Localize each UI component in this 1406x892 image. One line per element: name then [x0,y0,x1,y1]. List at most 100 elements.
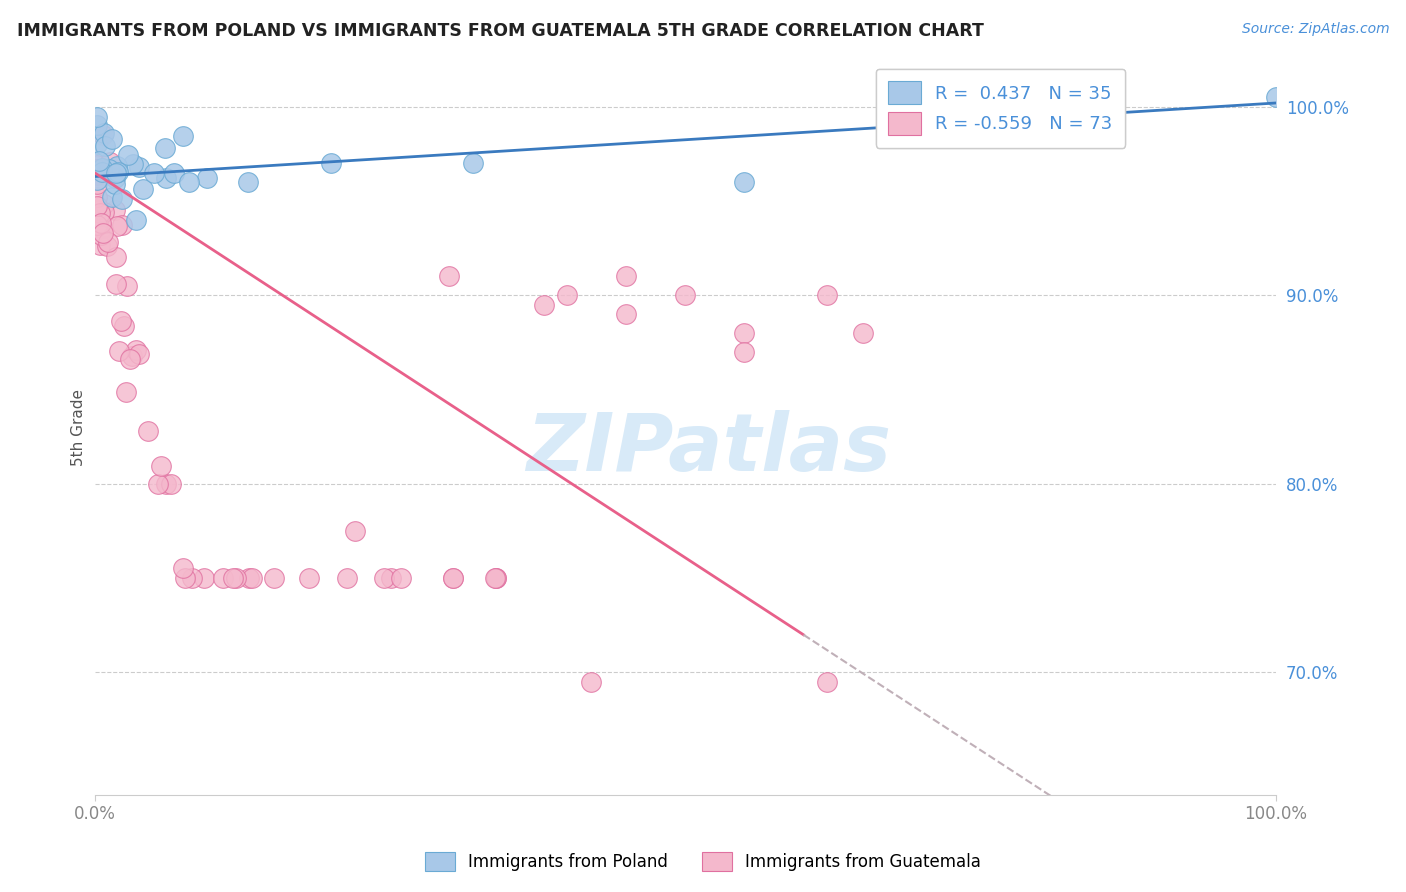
Point [128,160,150,174]
Point [111,218,134,232]
Point [172,129,194,144]
Point [441,571,464,585]
Point [389,571,412,585]
Point [86,162,108,177]
Point [86,202,108,217]
Point [437,269,460,284]
Point [97,161,120,176]
Point [86,173,108,187]
Point [115,384,138,399]
Point [336,571,359,585]
Point [121,157,143,171]
Point [104,178,127,192]
Point [91,128,114,143]
Point [1265,90,1288,104]
Point [86,118,108,132]
Point [174,571,197,585]
Point [263,571,285,585]
Point [343,524,366,538]
Point [131,182,153,196]
Point [238,175,260,189]
Point [673,288,696,302]
Point [93,196,115,211]
Point [104,171,127,186]
Point [86,111,108,125]
Point [124,212,146,227]
Point [93,138,115,153]
Point [225,571,247,585]
Point [485,571,508,585]
Point [86,158,108,172]
Point [851,326,873,340]
Point [101,131,124,145]
Point [105,250,128,264]
Text: IMMIGRANTS FROM POLAND VS IMMIGRANTS FROM GUATEMALA 5TH GRADE CORRELATION CHART: IMMIGRANTS FROM POLAND VS IMMIGRANTS FRO… [17,22,984,40]
Point [162,166,184,180]
Point [211,571,233,585]
Point [91,226,114,240]
Legend: R =  0.437   N = 35, R = -0.559   N = 73: R = 0.437 N = 35, R = -0.559 N = 73 [876,69,1125,147]
Point [115,279,138,293]
Point [193,571,215,585]
Point [373,571,395,585]
Point [181,571,204,585]
Point [110,314,132,328]
Legend: Immigrants from Poland, Immigrants from Guatemala: Immigrants from Poland, Immigrants from … [416,843,990,880]
Point [89,238,111,252]
Point [91,165,114,179]
Point [815,674,838,689]
Point [319,156,342,170]
Point [172,561,194,575]
Point [107,344,129,359]
Y-axis label: 5th Grade: 5th Grade [72,389,86,466]
Point [86,168,108,182]
Point [107,159,129,173]
Point [86,177,108,191]
Point [117,148,139,162]
Point [100,190,122,204]
Point [614,307,637,321]
Point [91,220,114,235]
Point [104,277,127,291]
Point [111,193,134,207]
Point [136,424,159,438]
Point [177,175,200,189]
Point [93,126,115,140]
Point [195,170,218,185]
Point [93,205,115,219]
Point [555,288,578,302]
Point [86,218,108,232]
Text: Source: ZipAtlas.com: Source: ZipAtlas.com [1241,22,1389,37]
Point [93,163,115,178]
Point [107,164,129,178]
Point [96,239,118,253]
Point [240,571,263,585]
Point [614,269,637,284]
Point [146,476,169,491]
Point [103,203,125,218]
Point [105,219,128,233]
Point [87,153,110,168]
Point [485,571,508,585]
Point [155,171,177,186]
Point [128,347,150,361]
Point [533,298,555,312]
Point [815,288,838,302]
Text: ZIPatlas: ZIPatlas [526,410,891,489]
Point [121,349,143,363]
Point [90,227,112,242]
Point [149,459,172,474]
Point [155,141,177,155]
Point [380,571,402,585]
Point [579,674,602,689]
Point [105,166,128,180]
Point [142,166,165,180]
Point [86,190,108,204]
Point [98,154,121,169]
Point [733,345,755,359]
Point [86,137,108,152]
Point [90,216,112,230]
Point [484,571,506,585]
Point [120,352,142,367]
Point [461,156,484,170]
